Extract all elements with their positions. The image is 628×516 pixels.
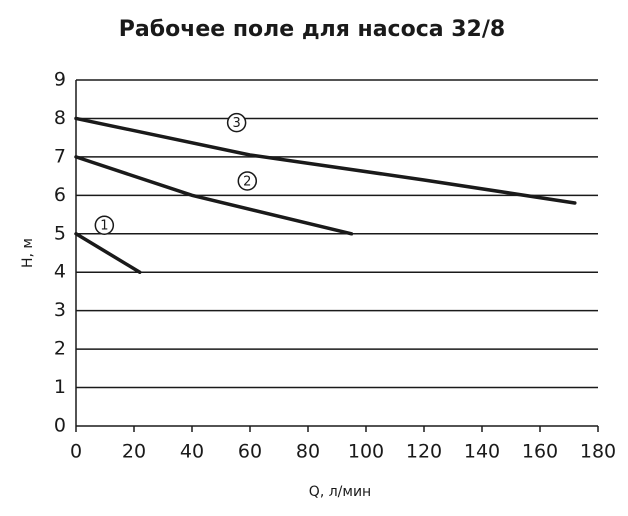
y-tick-label: 5 — [54, 222, 66, 244]
curve-label: 2 — [243, 175, 251, 190]
y-tick-label: 1 — [54, 376, 66, 398]
y-axis-label: H, м — [20, 238, 36, 268]
y-tick-label: 9 — [54, 69, 66, 91]
y-tick-label: 4 — [54, 261, 66, 283]
curve-label-circle — [237, 171, 258, 191]
curve — [74, 232, 142, 274]
chart-title: Рабочее поле для насоса 32/8 — [119, 17, 505, 42]
curve-label-circle — [94, 215, 115, 235]
x-tick-label: 20 — [122, 441, 146, 463]
x-tick-label: 120 — [406, 441, 442, 463]
y-tick-label: 2 — [54, 338, 66, 360]
x-tick-label: 40 — [180, 441, 204, 463]
x-tick-label: 60 — [238, 441, 262, 463]
x-tick-label: 100 — [348, 441, 384, 463]
x-tick-label: 160 — [522, 441, 558, 463]
y-tick-label: 3 — [54, 299, 66, 321]
curve — [74, 116, 577, 205]
x-axis-label: Q, л/мин — [309, 484, 371, 500]
curve-label: 1 — [100, 219, 108, 234]
x-tick-label: 80 — [296, 441, 320, 463]
x-tick-label: 0 — [70, 441, 82, 463]
curve — [74, 155, 354, 236]
x-tick-label: 140 — [464, 441, 500, 463]
curve-label-circle — [226, 112, 247, 133]
y-tick-label: 7 — [54, 145, 66, 167]
curve-label: 3 — [232, 116, 240, 131]
y-tick-label: 8 — [54, 107, 66, 129]
y-tick-label: 0 — [54, 415, 66, 437]
x-tick-label: 180 — [580, 441, 616, 463]
y-tick-label: 6 — [54, 184, 66, 206]
